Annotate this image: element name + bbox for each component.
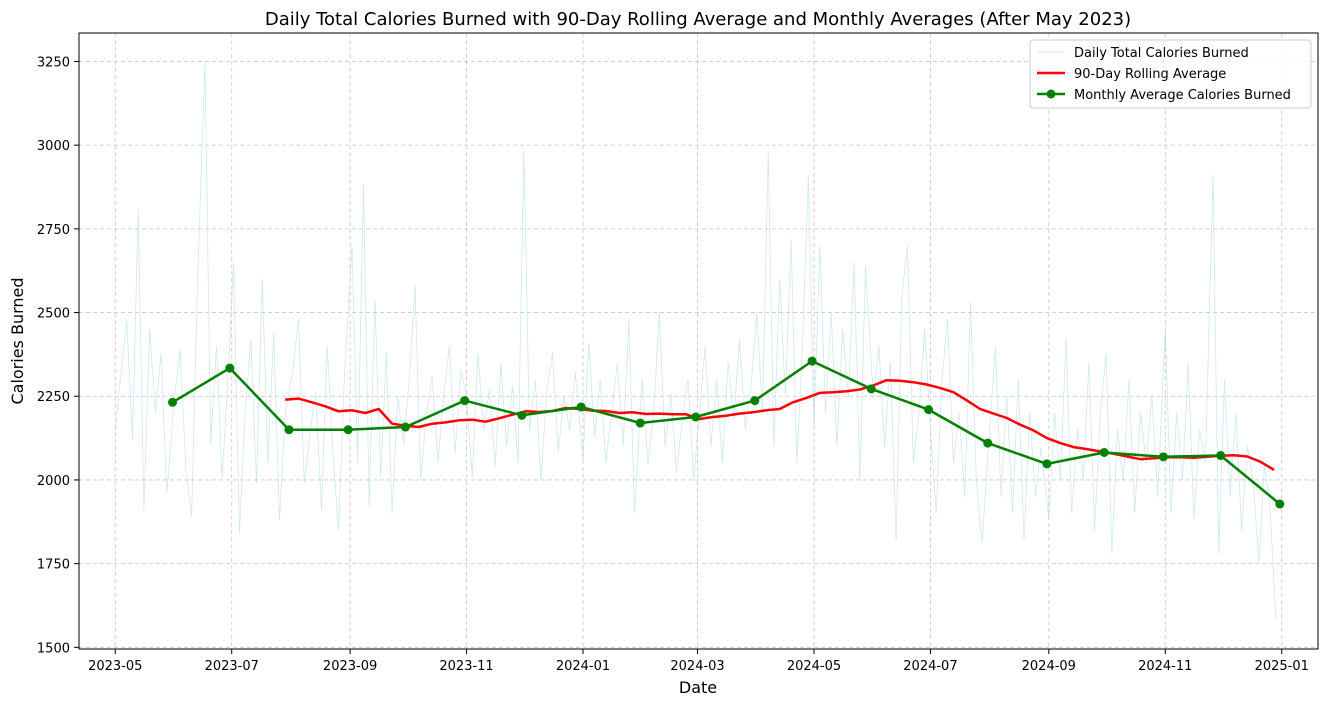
y-tick-label: 1750 (37, 558, 70, 573)
grid (79, 33, 1318, 649)
monthly-average-marker (1158, 452, 1168, 462)
monthly-average-marker (284, 425, 294, 435)
monthly-average-marker (576, 402, 586, 412)
plot-frame (78, 32, 1319, 650)
monthly-average-marker (866, 384, 876, 394)
y-tick-label: 2000 (37, 474, 70, 489)
legend-rolling-label: 90-Day Rolling Average (1074, 67, 1226, 82)
x-tick-label: 2023-11 (439, 659, 493, 674)
y-tick-label: 2750 (37, 223, 70, 238)
x-axis-label: Date (679, 678, 717, 697)
x-tick-label: 2024-07 (903, 659, 957, 674)
monthly-average-line (171, 359, 1281, 505)
monthly-average-marker (517, 410, 527, 420)
x-tick-label: 2023-05 (88, 659, 142, 674)
y-tick-label: 3000 (37, 139, 70, 154)
monthly-average-marker (168, 397, 178, 407)
x-tick-label: 2023-09 (323, 659, 377, 674)
monthly-average-marker (343, 425, 353, 435)
legend-box (1029, 39, 1312, 109)
monthly-series (168, 356, 1285, 509)
monthly-average-marker (691, 412, 701, 422)
x-tick-label: 2024-09 (1022, 659, 1076, 674)
y-tick-label: 1500 (37, 641, 70, 656)
y-axis-label: Calories Burned (8, 277, 27, 404)
y-axis: 1500 1750 2000 2250 2500 2750 3000 3250 (37, 55, 79, 656)
y-tick-label: 2500 (37, 307, 70, 322)
legend: Daily Total Calories Burned 90-Day Rolli… (1029, 39, 1312, 109)
x-tick-label: 2024-05 (787, 659, 841, 674)
legend-daily-label: Daily Total Calories Burned (1074, 46, 1249, 61)
monthly-average-marker (635, 418, 645, 428)
monthly-average-marker (750, 396, 760, 406)
monthly-average-marker (807, 356, 817, 366)
daily-line (114, 61, 1277, 621)
monthly-average-marker (1216, 450, 1226, 460)
x-tick-label: 2024-03 (670, 659, 724, 674)
daily-series (114, 61, 1277, 621)
y-tick-label: 3250 (37, 55, 70, 70)
legend-monthly-marker (1046, 89, 1056, 99)
x-axis: 2023-05 2023-07 2023-09 2023-11 2024-01 2024-… (88, 649, 1309, 674)
x-tick-label: 2023-07 (205, 659, 259, 674)
monthly-average-marker (1275, 499, 1285, 509)
monthly-average-marker (1099, 447, 1109, 457)
chart-title: Daily Total Calories Burned with 90-Day … (265, 9, 1131, 30)
legend-monthly-label: Monthly Average Calories Burned (1074, 88, 1291, 103)
monthly-average-marker (460, 396, 470, 406)
monthly-average-marker (924, 405, 934, 415)
monthly-average-marker (400, 422, 410, 432)
x-tick-label: 2024-11 (1138, 659, 1192, 674)
x-tick-label: 2025-01 (1255, 659, 1309, 674)
monthly-average-marker (225, 363, 235, 373)
x-tick-label: 2024-01 (556, 659, 610, 674)
monthly-average-marker (983, 438, 993, 448)
y-tick-label: 2250 (37, 390, 70, 405)
monthly-average-marker (1042, 459, 1052, 469)
